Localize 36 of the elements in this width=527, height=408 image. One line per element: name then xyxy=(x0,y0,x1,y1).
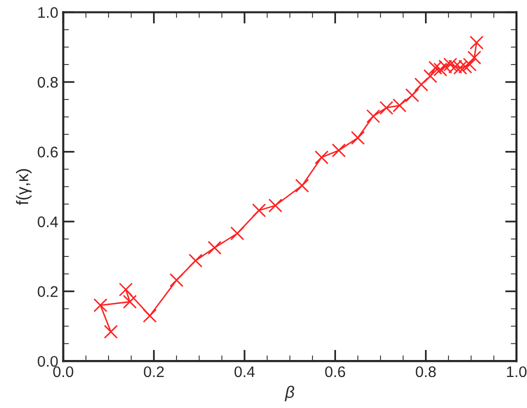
point xyxy=(188,254,203,268)
point xyxy=(268,198,282,212)
point xyxy=(423,69,438,84)
point xyxy=(414,78,428,92)
y-tick-label: 0.0 xyxy=(38,356,58,367)
point xyxy=(170,273,184,288)
point xyxy=(470,36,484,50)
point xyxy=(122,294,137,309)
point xyxy=(433,62,448,76)
point xyxy=(118,282,133,297)
point xyxy=(252,203,266,218)
point xyxy=(350,130,365,145)
y-tick-label: 0.8 xyxy=(38,76,58,88)
point xyxy=(467,50,482,65)
x-tick-label: 0.4 xyxy=(234,366,255,378)
x-tick-label: 0.8 xyxy=(416,366,436,378)
y-tick-label: 0.4 xyxy=(38,216,58,228)
y-axis-title: f(γ,κ) xyxy=(16,169,32,205)
y-tick-label: 1.0 xyxy=(38,7,58,18)
point xyxy=(93,298,108,312)
x-tick-label: 0.2 xyxy=(144,366,164,378)
y-tick-label: 0.6 xyxy=(38,146,58,158)
point xyxy=(295,178,310,193)
point xyxy=(314,150,329,164)
x-tick-label: 1.0 xyxy=(507,366,526,378)
point xyxy=(104,324,118,339)
x-tick-label: 0.0 xyxy=(53,366,74,378)
point xyxy=(142,308,157,323)
x-axis-title: β xyxy=(284,386,294,402)
point xyxy=(208,240,222,255)
point xyxy=(405,88,420,102)
x-tick-label: 0.6 xyxy=(325,366,346,378)
y-tick-label: 0.2 xyxy=(38,286,58,297)
point xyxy=(230,226,244,240)
point xyxy=(366,109,380,124)
point xyxy=(332,143,346,158)
